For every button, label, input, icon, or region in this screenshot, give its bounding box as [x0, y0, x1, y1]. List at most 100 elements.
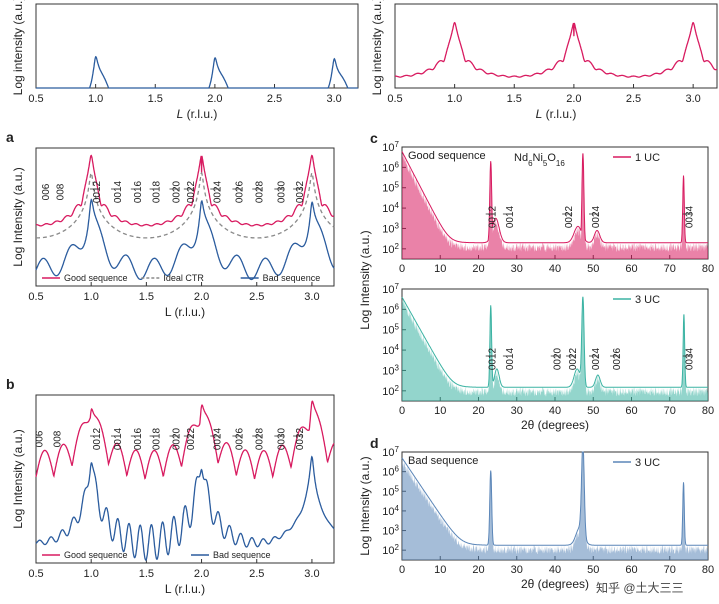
x-tick-label: 1.5: [139, 291, 154, 303]
x-tick-label: 1.0: [84, 291, 99, 303]
panel-f: 0.5 1.0 1.5 2.0 2.5 3.0 L (r.l.u.) Log intensit…: [370, 0, 718, 121]
y-axis-label: Log Intensity (a.u.): [11, 429, 25, 528]
series-fill-xrd3: [402, 297, 708, 401]
x-tick-label: 1.0: [88, 93, 103, 105]
peak-label: 0018: [152, 180, 163, 203]
peak-label: 0024: [591, 205, 602, 228]
y-tick-label: 102: [382, 241, 399, 256]
peak-label: 0018: [152, 427, 163, 450]
y-tick-label: 102: [382, 383, 399, 398]
x-tick-label: 2.5: [626, 93, 641, 105]
series-good: [36, 154, 335, 227]
legend-label: Good sequence: [64, 273, 128, 283]
x-tick-label: 2.5: [267, 93, 282, 105]
plot-frame: [394, 3, 718, 89]
legend-label: Bad sequence: [213, 550, 271, 560]
x-tick-label: 10: [434, 263, 446, 275]
x-tick-label: 20: [472, 263, 484, 275]
peak-label: 0020: [171, 180, 182, 203]
panel-e: 0.5 1.0 1.5 2.0 2.5 3.0 L (r.l.u.) Log intensit…: [11, 0, 359, 121]
peak-label: 0026: [234, 427, 245, 450]
peak-label: 0024: [591, 347, 602, 370]
peak-label: 0028: [254, 427, 265, 450]
x-axis-label: 2θ (degrees): [521, 577, 589, 591]
x-tick-label: 30: [511, 405, 523, 417]
y-tick-label: 105: [382, 322, 399, 337]
legend-label: 3 UC: [635, 457, 660, 469]
x-tick-label: 2.0: [194, 291, 209, 303]
peak-label: 0026: [612, 347, 623, 370]
y-tick-label: 106: [382, 464, 399, 479]
peak-label: 0024: [212, 180, 223, 203]
y-tick-label: 103: [382, 363, 399, 378]
panel-d: 0 10 20 30 40 50 60 70 80 102 103 104 105 106 107 3 UC B…: [358, 435, 714, 591]
series-xrdbad: [401, 451, 708, 546]
peak-label: 0030: [276, 427, 287, 450]
legend-label: Ideal CTR: [163, 273, 204, 283]
plot-frame: [35, 3, 359, 89]
y-tick-label: 106: [382, 160, 399, 175]
y-axis-label: Log intensity (a.u.): [370, 0, 384, 95]
peak-label: 0022: [186, 427, 197, 450]
peak-label: 0026: [234, 180, 245, 203]
x-tick-label: 3.0: [304, 291, 319, 303]
peak-label: 0014: [505, 205, 516, 228]
legend-label: 1 UC: [635, 152, 660, 164]
peak-label: 0022: [186, 180, 197, 203]
plot-frame: [35, 147, 335, 287]
x-tick-label: 0: [399, 263, 405, 275]
x-tick-label: 20: [472, 405, 484, 417]
y-tick-label: 107: [382, 445, 399, 460]
peak-label: 0012: [92, 180, 103, 203]
series-badb: [35, 455, 335, 561]
peak-label: 0034: [685, 205, 696, 228]
series-ideal: [36, 171, 335, 239]
series-good: [395, 21, 718, 78]
x-tick-label: 80: [702, 263, 714, 275]
x-axis-label: L (r.l.u.): [165, 582, 205, 596]
formula-text: Nd6Ni5O16: [514, 152, 565, 168]
peak-label: 0022: [568, 347, 579, 370]
x-tick-label: 1.5: [507, 93, 522, 105]
series-goodb: [35, 400, 335, 480]
y-tick-label: 104: [382, 201, 399, 216]
series-fill-xrdbad: [402, 452, 708, 560]
x-tick-label: 70: [664, 405, 676, 417]
y-tick-label: 103: [382, 221, 399, 236]
x-tick-label: 10: [434, 564, 446, 576]
x-tick-label: 2.5: [249, 568, 264, 580]
plot-frame: [35, 394, 335, 564]
x-tick-label: 1.5: [148, 93, 163, 105]
peak-label: 0014: [505, 347, 516, 370]
panel-c1: 0 10 20 30 40 50 60 70 80 102 103 104 105 106 107 1 UC G…: [370, 130, 714, 275]
y-tick-label: 102: [382, 543, 399, 558]
x-tick-label: 60: [625, 405, 637, 417]
series-bad: [35, 198, 335, 281]
y-tick-label: 104: [382, 343, 399, 358]
x-tick-label: 1.5: [139, 568, 154, 580]
x-tick-label: 0.5: [28, 93, 43, 105]
peak-label: 008: [52, 430, 63, 447]
x-tick-label: 40: [549, 263, 561, 275]
panel-label: d: [370, 435, 379, 451]
peak-label: 0022: [564, 205, 575, 228]
y-tick-label: 105: [382, 180, 399, 195]
x-tick-label: 30: [511, 263, 523, 275]
y-axis-label: Log intensity (a.u.): [11, 0, 25, 95]
peak-label: 0032: [295, 180, 306, 203]
x-tick-label: 20: [472, 564, 484, 576]
panel-label: a: [6, 129, 14, 145]
series-bad: [36, 55, 358, 89]
x-axis-label: L (r.l.u.): [165, 305, 205, 319]
x-axis-label: 2θ (degrees): [521, 418, 589, 432]
peak-label: 0016: [133, 180, 144, 203]
x-tick-label: 80: [702, 564, 714, 576]
panel-a: 0.5 1.0 1.5 2.0 2.5 3.0 L (r.l.u.) Log Intensit…: [6, 129, 335, 319]
y-axis-label: Log Intensity (a.u.): [358, 456, 372, 555]
x-tick-label: 0: [399, 564, 405, 576]
peak-label: 0016: [133, 427, 144, 450]
x-tick-label: 1.0: [447, 93, 462, 105]
peak-label: 0012: [488, 205, 499, 228]
x-tick-label: 50: [587, 564, 599, 576]
peak-label: 0020: [171, 427, 182, 450]
